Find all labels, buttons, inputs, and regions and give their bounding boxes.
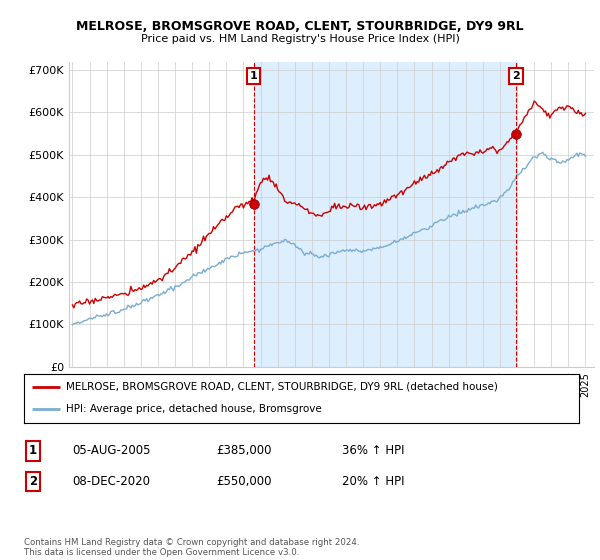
Text: HPI: Average price, detached house, Bromsgrove: HPI: Average price, detached house, Brom… <box>65 404 322 414</box>
Text: £550,000: £550,000 <box>216 475 271 488</box>
Text: 2: 2 <box>512 71 520 81</box>
Text: 1: 1 <box>250 71 257 81</box>
Text: 20% ↑ HPI: 20% ↑ HPI <box>342 475 404 488</box>
Bar <box>254 62 516 367</box>
Text: 05-AUG-2005: 05-AUG-2005 <box>72 444 151 458</box>
Text: 36% ↑ HPI: 36% ↑ HPI <box>342 444 404 458</box>
Text: 1: 1 <box>29 444 37 458</box>
Text: MELROSE, BROMSGROVE ROAD, CLENT, STOURBRIDGE, DY9 9RL (detached house): MELROSE, BROMSGROVE ROAD, CLENT, STOURBR… <box>65 382 497 392</box>
Text: Price paid vs. HM Land Registry's House Price Index (HPI): Price paid vs. HM Land Registry's House … <box>140 34 460 44</box>
Text: Contains HM Land Registry data © Crown copyright and database right 2024.
This d: Contains HM Land Registry data © Crown c… <box>24 538 359 557</box>
Text: £385,000: £385,000 <box>216 444 271 458</box>
Text: 2: 2 <box>29 475 37 488</box>
Text: 08-DEC-2020: 08-DEC-2020 <box>72 475 150 488</box>
Text: MELROSE, BROMSGROVE ROAD, CLENT, STOURBRIDGE, DY9 9RL: MELROSE, BROMSGROVE ROAD, CLENT, STOURBR… <box>76 20 524 32</box>
